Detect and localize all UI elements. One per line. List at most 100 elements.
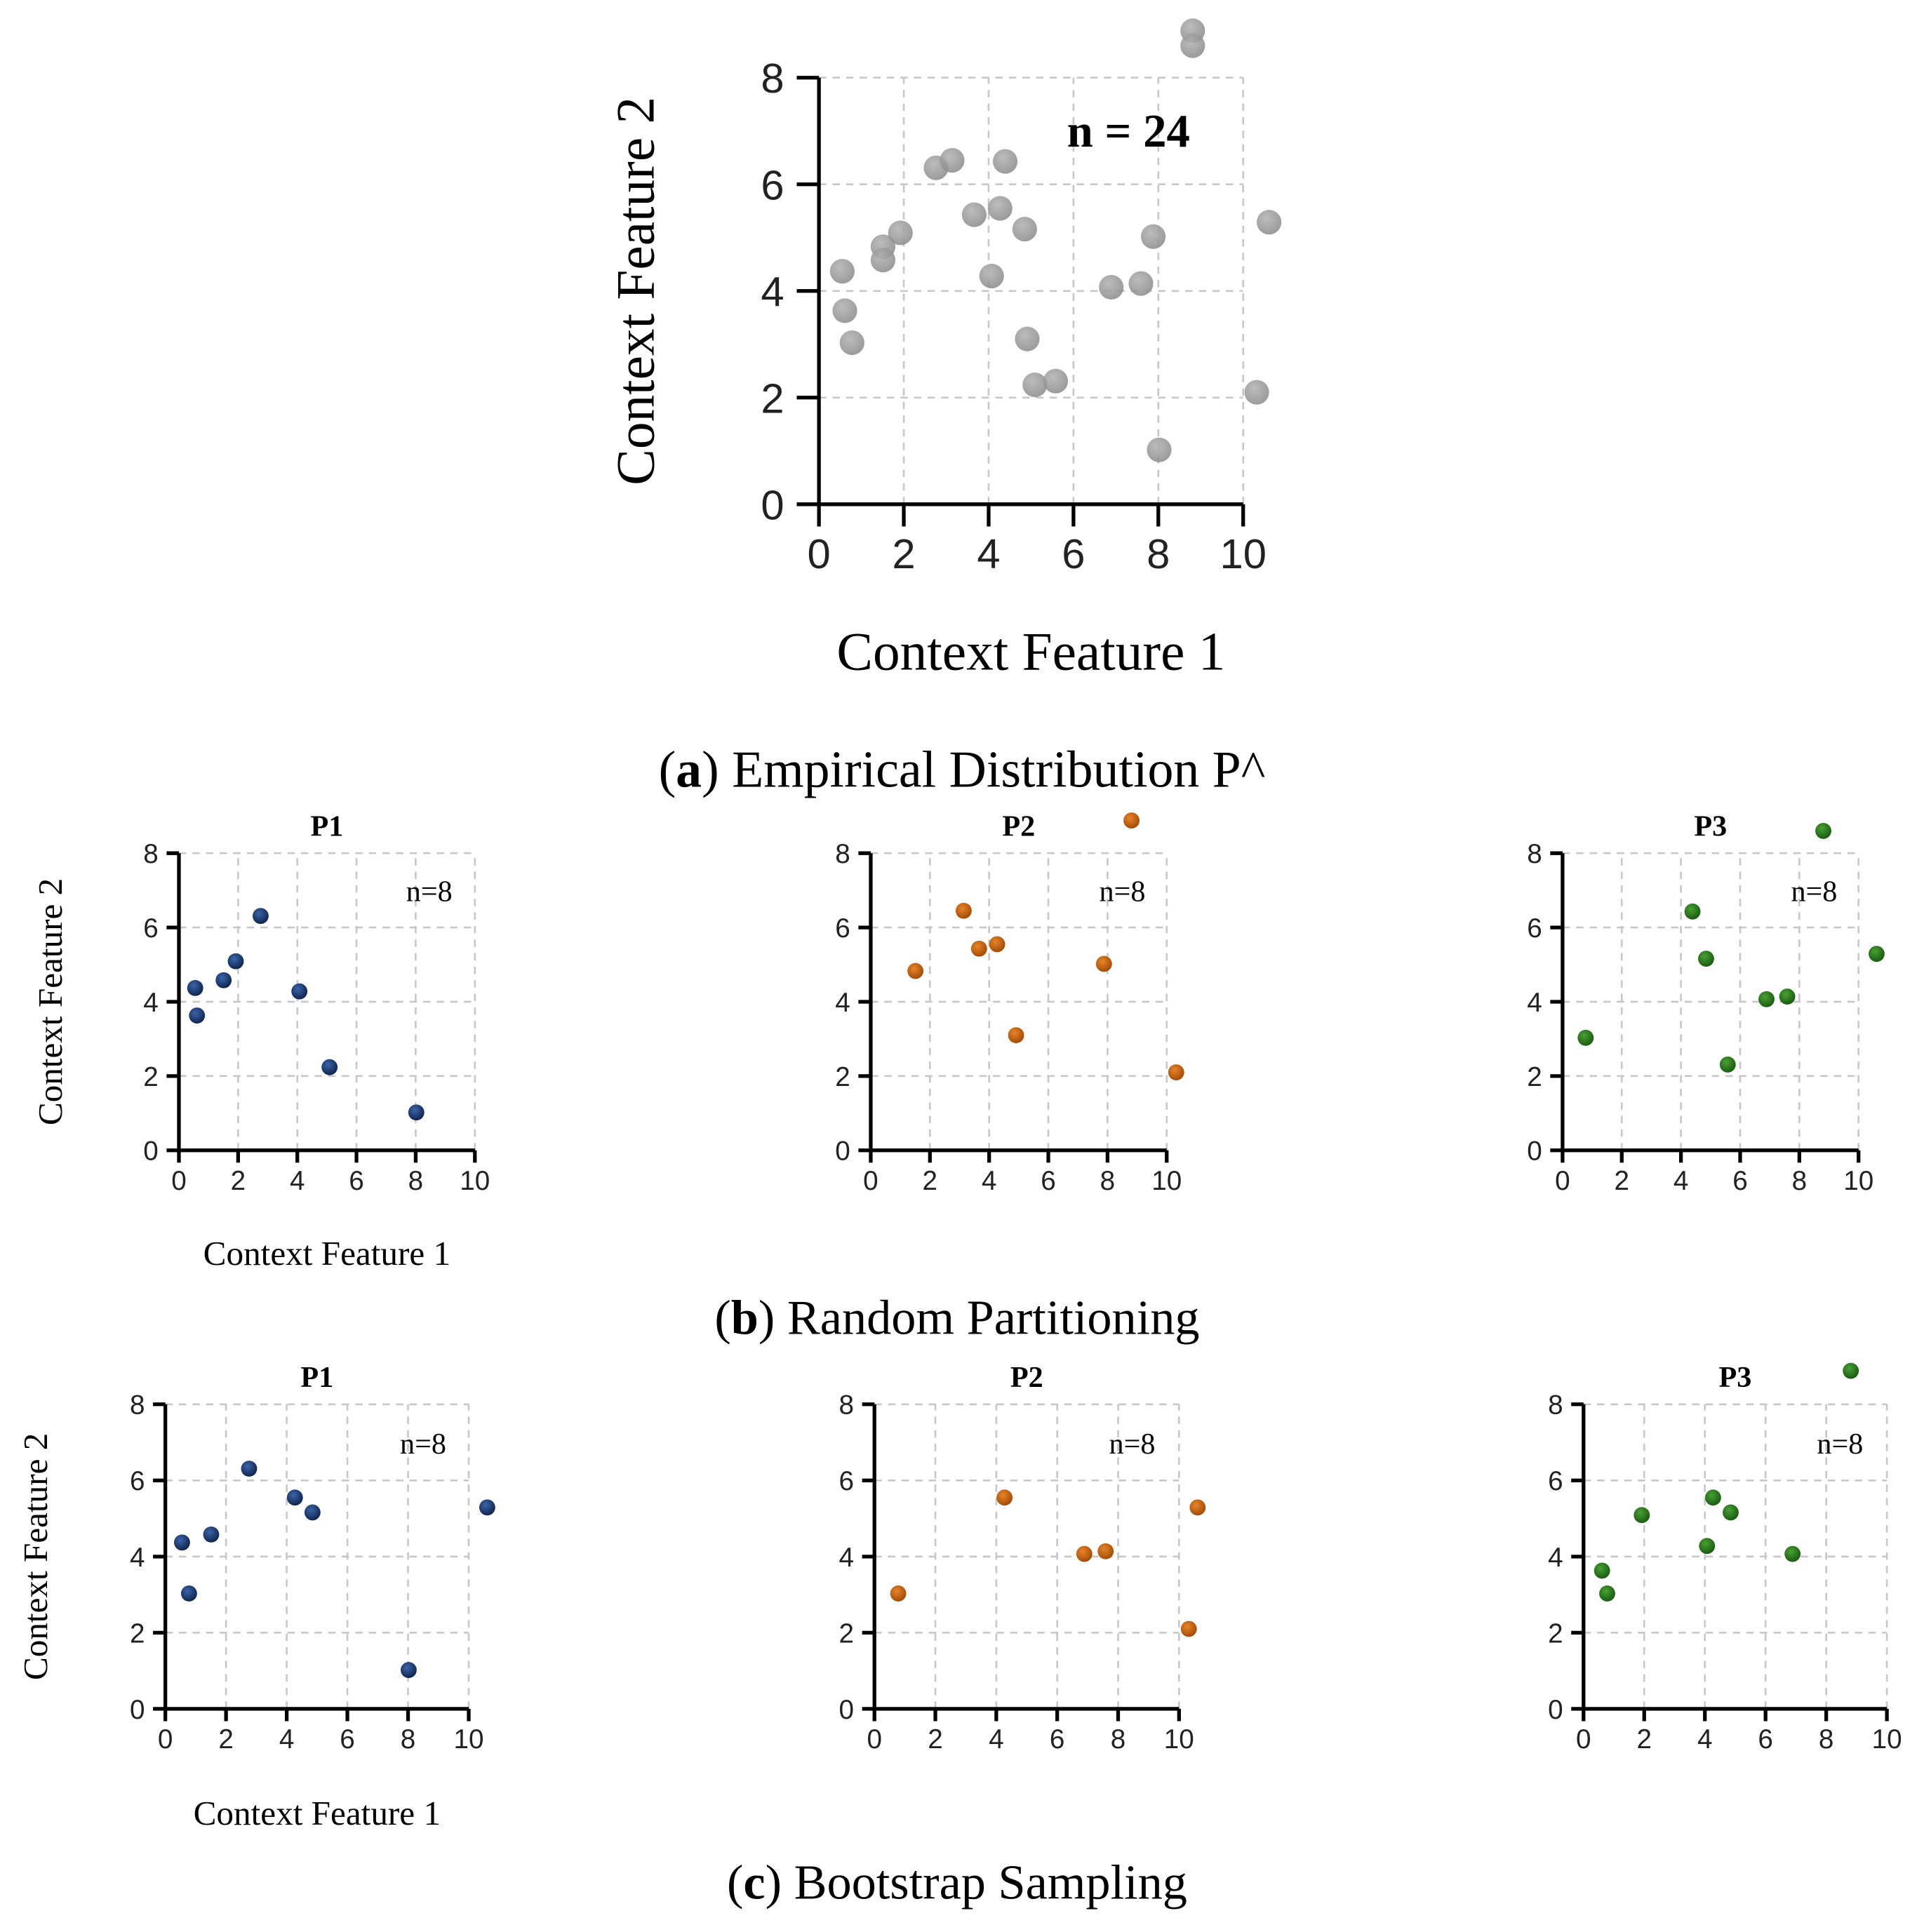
x-tick-label: 4 [989, 1724, 1004, 1755]
data-point-P3 [1869, 946, 1885, 962]
data-point-P3 [1779, 988, 1796, 1005]
x-tick-label: 6 [1758, 1724, 1773, 1755]
x-tick-label: 6 [340, 1724, 355, 1755]
scatter-panel: 0 2 4 6 8 10 0 2 4 6 8 P1 n=8 Context Feature 1 Contex… [16, 1361, 495, 1832]
data-point-empirical [992, 149, 1018, 174]
scatter-panel: 0 2 4 6 8 10 0 2 4 6 8 P2 n=8 [839, 1361, 1206, 1755]
data-point-P2 [1097, 1543, 1114, 1559]
data-point-P1 [252, 908, 269, 925]
data-point-P2 [1168, 1064, 1184, 1080]
scatter-panel: 0 2 4 6 8 10 0 2 4 6 8 n = 24 Context Feature 1 Conte… [606, 18, 1282, 681]
x-tick-label: 10 [454, 1724, 484, 1755]
x-tick-label: 6 [349, 1166, 364, 1196]
data-point-P3 [1704, 1489, 1721, 1506]
y-tick-label: 2 [835, 1062, 850, 1092]
data-point-P3 [1599, 1585, 1615, 1602]
n-annotation: n = 24 [1067, 105, 1190, 157]
panel-title: P1 [310, 810, 343, 843]
data-point-empirical [987, 196, 1013, 221]
y-tick-label: 4 [130, 1543, 145, 1573]
data-point-P1 [321, 1059, 338, 1075]
x-tick-label: 0 [1555, 1166, 1570, 1196]
y-axis-label: Context Feature 2 [606, 97, 666, 485]
data-point-empirical [1180, 33, 1205, 58]
y-axis-label: Context Feature 2 [31, 878, 69, 1125]
x-tick-label: 0 [171, 1166, 186, 1196]
x-tick-label: 10 [1872, 1724, 1902, 1755]
x-tick-label: 8 [1111, 1724, 1126, 1755]
data-point-P3 [1698, 951, 1714, 967]
data-point-P2 [907, 962, 924, 979]
y-tick-label: 8 [1548, 1390, 1563, 1421]
data-point-empirical [979, 263, 1004, 289]
n-annotation: n=8 [400, 1428, 446, 1461]
data-point-empirical [1043, 368, 1069, 394]
data-point-empirical [1128, 271, 1154, 296]
y-tick-label: 6 [1527, 913, 1542, 944]
data-point-P2 [955, 902, 972, 919]
x-tick-label: 2 [218, 1724, 234, 1755]
data-point-P1 [189, 1007, 206, 1024]
data-point-P1 [400, 1662, 417, 1678]
scatter-panel: 0 2 4 6 8 10 0 2 4 6 8 P2 n=8 [835, 810, 1184, 1196]
n-annotation: n=8 [1100, 876, 1146, 908]
data-point-P2 [989, 936, 1006, 953]
x-tick-label: 10 [1843, 1166, 1873, 1196]
scatter-panel: 0 2 4 6 8 10 0 2 4 6 8 P3 n=8 [1548, 1361, 1902, 1755]
y-tick-label: 0 [130, 1695, 145, 1725]
x-tick-label: 8 [408, 1166, 424, 1196]
x-tick-label: 8 [1792, 1166, 1808, 1196]
data-point-P2 [1095, 955, 1112, 972]
subfigure-caption: (b) Random Partitioning [714, 1291, 1199, 1346]
panel-title: P1 [300, 1361, 333, 1394]
y-tick-label: 8 [130, 1390, 145, 1421]
subfigure-caption: (c) Bootstrap Sampling [727, 1856, 1187, 1910]
data-point-P2 [970, 940, 987, 957]
x-tick-label: 4 [977, 530, 1000, 577]
data-point-empirical [1099, 274, 1124, 300]
data-point-P1 [479, 1499, 495, 1516]
x-tick-label: 4 [290, 1166, 305, 1196]
n-annotation: n=8 [406, 876, 453, 908]
x-tick-label: 10 [1220, 530, 1266, 577]
data-point-P1 [291, 983, 308, 1000]
n-annotation: n=8 [1817, 1428, 1863, 1461]
y-tick-label: 4 [1548, 1543, 1563, 1573]
x-tick-label: 6 [1062, 530, 1085, 577]
data-point-empirical [829, 259, 855, 284]
data-point-P1 [227, 953, 244, 970]
x-tick-label: 2 [892, 530, 915, 577]
y-tick-label: 4 [839, 1543, 855, 1573]
y-tick-label: 4 [1527, 988, 1542, 1018]
x-tick-label: 8 [1819, 1724, 1834, 1755]
data-point-P3 [1699, 1538, 1716, 1555]
data-point-P3 [1719, 1056, 1736, 1073]
y-tick-label: 4 [761, 268, 784, 315]
x-tick-label: 4 [982, 1166, 996, 1196]
caption-label: a [676, 740, 702, 798]
data-point-P1 [203, 1526, 220, 1543]
data-point-empirical [1244, 380, 1269, 405]
x-tick-label: 8 [1100, 1166, 1115, 1196]
x-tick-label: 0 [863, 1166, 878, 1196]
y-tick-label: 6 [143, 913, 158, 944]
data-point-empirical [961, 202, 987, 227]
x-tick-label: 0 [1576, 1724, 1591, 1755]
y-tick-label: 2 [143, 1062, 158, 1092]
caption-text: Random Partitioning [787, 1291, 1200, 1346]
data-point-P2 [1008, 1027, 1024, 1044]
panel-title: P3 [1694, 810, 1727, 843]
data-point-P1 [408, 1104, 425, 1121]
y-tick-label: 8 [839, 1390, 855, 1421]
data-point-P1 [286, 1489, 303, 1506]
panel-title: P3 [1719, 1361, 1752, 1394]
y-tick-label: 6 [761, 161, 784, 208]
x-tick-label: 8 [401, 1724, 416, 1755]
data-point-empirical [1140, 224, 1166, 249]
y-tick-label: 0 [1548, 1695, 1563, 1725]
data-point-P1 [174, 1534, 190, 1551]
caption-label: c [743, 1856, 765, 1910]
caption-paren: ) [766, 1856, 794, 1910]
caption-paren: ( [659, 740, 676, 798]
